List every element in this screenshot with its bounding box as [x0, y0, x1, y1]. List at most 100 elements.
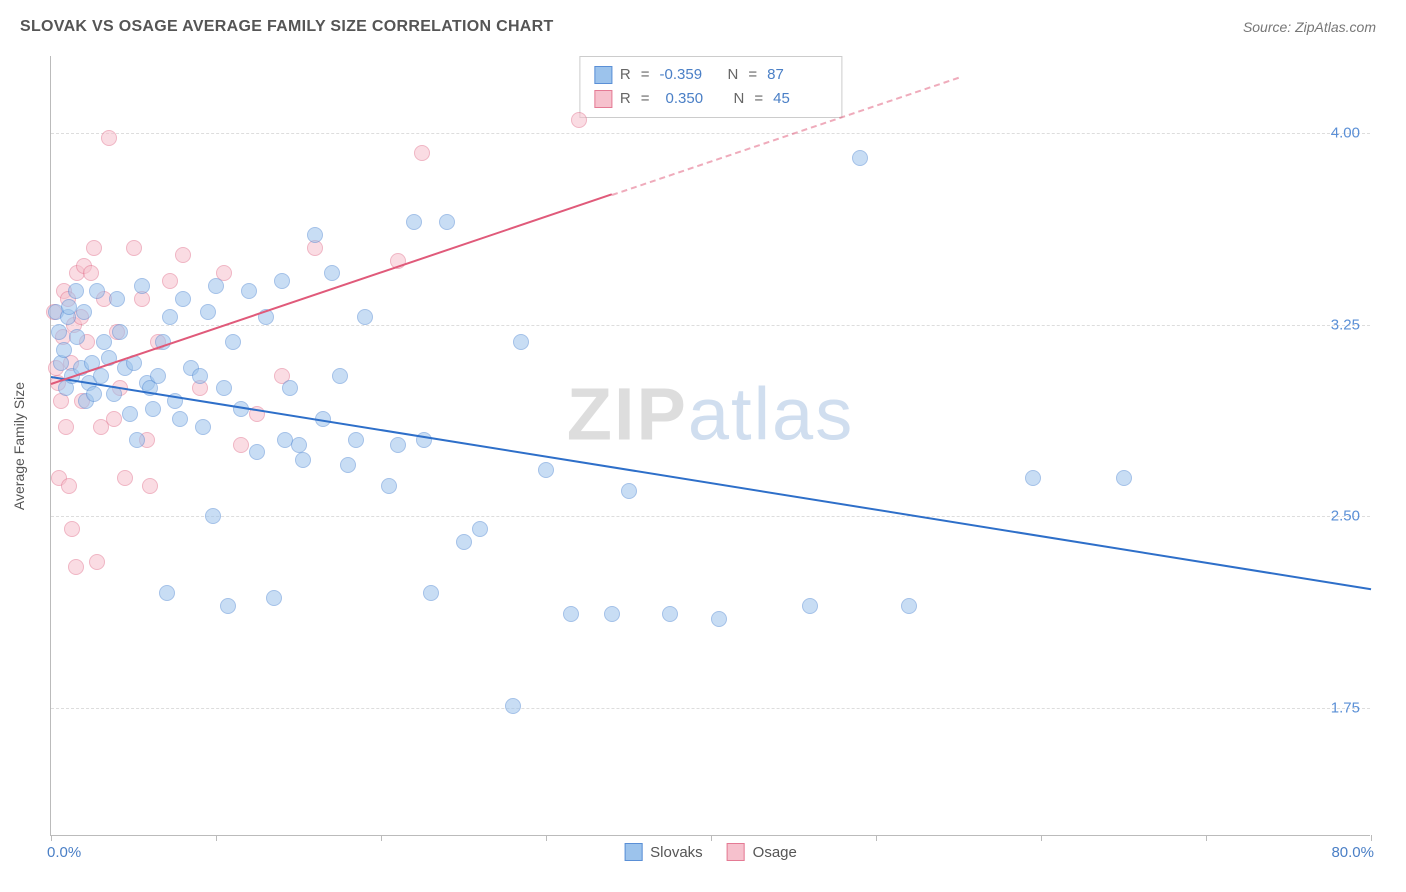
stats-legend: R=-0.359 N=87 R=0.350 N=45 [579, 56, 842, 118]
data-point [802, 598, 818, 614]
data-point [274, 273, 290, 289]
x-tick [1206, 835, 1207, 841]
x-tick [876, 835, 877, 841]
x-tick [711, 835, 712, 841]
x-tick [381, 835, 382, 841]
x-tick [1041, 835, 1042, 841]
data-point [563, 606, 579, 622]
data-point [291, 437, 307, 453]
data-point [505, 698, 521, 714]
data-point [406, 214, 422, 230]
data-point [200, 304, 216, 320]
data-point [901, 598, 917, 614]
y-tick-label: 1.75 [1331, 700, 1360, 717]
data-point [175, 291, 191, 307]
data-point [513, 334, 529, 350]
data-point [162, 273, 178, 289]
data-point [56, 342, 72, 358]
data-point [58, 419, 74, 435]
data-point [241, 283, 257, 299]
data-point [604, 606, 620, 622]
swatch-blue [594, 66, 612, 84]
data-point [145, 401, 161, 417]
gridline [51, 708, 1370, 709]
data-point [69, 329, 85, 345]
data-point [101, 130, 117, 146]
data-point [439, 214, 455, 230]
y-tick-label: 4.00 [1331, 124, 1360, 141]
gridline [51, 133, 1370, 134]
data-point [175, 247, 191, 263]
data-point [51, 324, 67, 340]
x-tick [1371, 835, 1372, 841]
data-point [266, 590, 282, 606]
data-point [216, 380, 232, 396]
gridline [51, 325, 1370, 326]
data-point [295, 452, 311, 468]
data-point [89, 554, 105, 570]
y-tick-label: 3.25 [1331, 316, 1360, 333]
data-point [64, 521, 80, 537]
data-point [134, 278, 150, 294]
stats-row-blue: R=-0.359 N=87 [594, 63, 827, 87]
data-point [662, 606, 678, 622]
data-point [68, 283, 84, 299]
data-point [112, 324, 128, 340]
data-point [456, 534, 472, 550]
data-point [1025, 470, 1041, 486]
data-point [61, 478, 77, 494]
data-point [233, 437, 249, 453]
data-point [96, 334, 112, 350]
data-point [225, 334, 241, 350]
data-point [68, 559, 84, 575]
data-point [195, 419, 211, 435]
data-point [86, 386, 102, 402]
legend-slovaks: Slovaks [624, 843, 703, 861]
trend-line [51, 376, 1371, 590]
y-tick-label: 2.50 [1331, 508, 1360, 525]
data-point [307, 227, 323, 243]
data-point [109, 291, 125, 307]
data-point [122, 406, 138, 422]
data-point [117, 470, 133, 486]
data-point [129, 432, 145, 448]
data-point [126, 240, 142, 256]
gridline [51, 516, 1370, 517]
data-point [192, 368, 208, 384]
chart-title: SLOVAK VS OSAGE AVERAGE FAMILY SIZE CORR… [20, 18, 554, 36]
data-point [61, 299, 77, 315]
data-point [150, 368, 166, 384]
data-point [1116, 470, 1132, 486]
x-tick [546, 835, 547, 841]
data-point [357, 309, 373, 325]
data-point [249, 444, 265, 460]
data-point [340, 457, 356, 473]
data-point [390, 437, 406, 453]
data-point [571, 112, 587, 128]
data-point [172, 411, 188, 427]
data-point [83, 265, 99, 281]
plot-area: Average Family Size ZIPatlas R=-0.359 N=… [50, 56, 1370, 836]
data-point [423, 585, 439, 601]
data-point [220, 598, 236, 614]
data-point [106, 411, 122, 427]
data-point [142, 478, 158, 494]
data-point [332, 368, 348, 384]
data-point [282, 380, 298, 396]
data-point [205, 508, 221, 524]
data-point [76, 304, 92, 320]
data-point [852, 150, 868, 166]
data-point [86, 240, 102, 256]
y-axis-title: Average Family Size [11, 381, 27, 509]
data-point [162, 309, 178, 325]
data-point [538, 462, 554, 478]
data-point [159, 585, 175, 601]
data-point [414, 145, 430, 161]
series-legend: Slovaks Osage [624, 843, 797, 861]
data-point [89, 283, 105, 299]
data-point [324, 265, 340, 281]
data-point [348, 432, 364, 448]
data-point [208, 278, 224, 294]
data-point [711, 611, 727, 627]
x-max-label: 80.0% [1331, 844, 1374, 861]
